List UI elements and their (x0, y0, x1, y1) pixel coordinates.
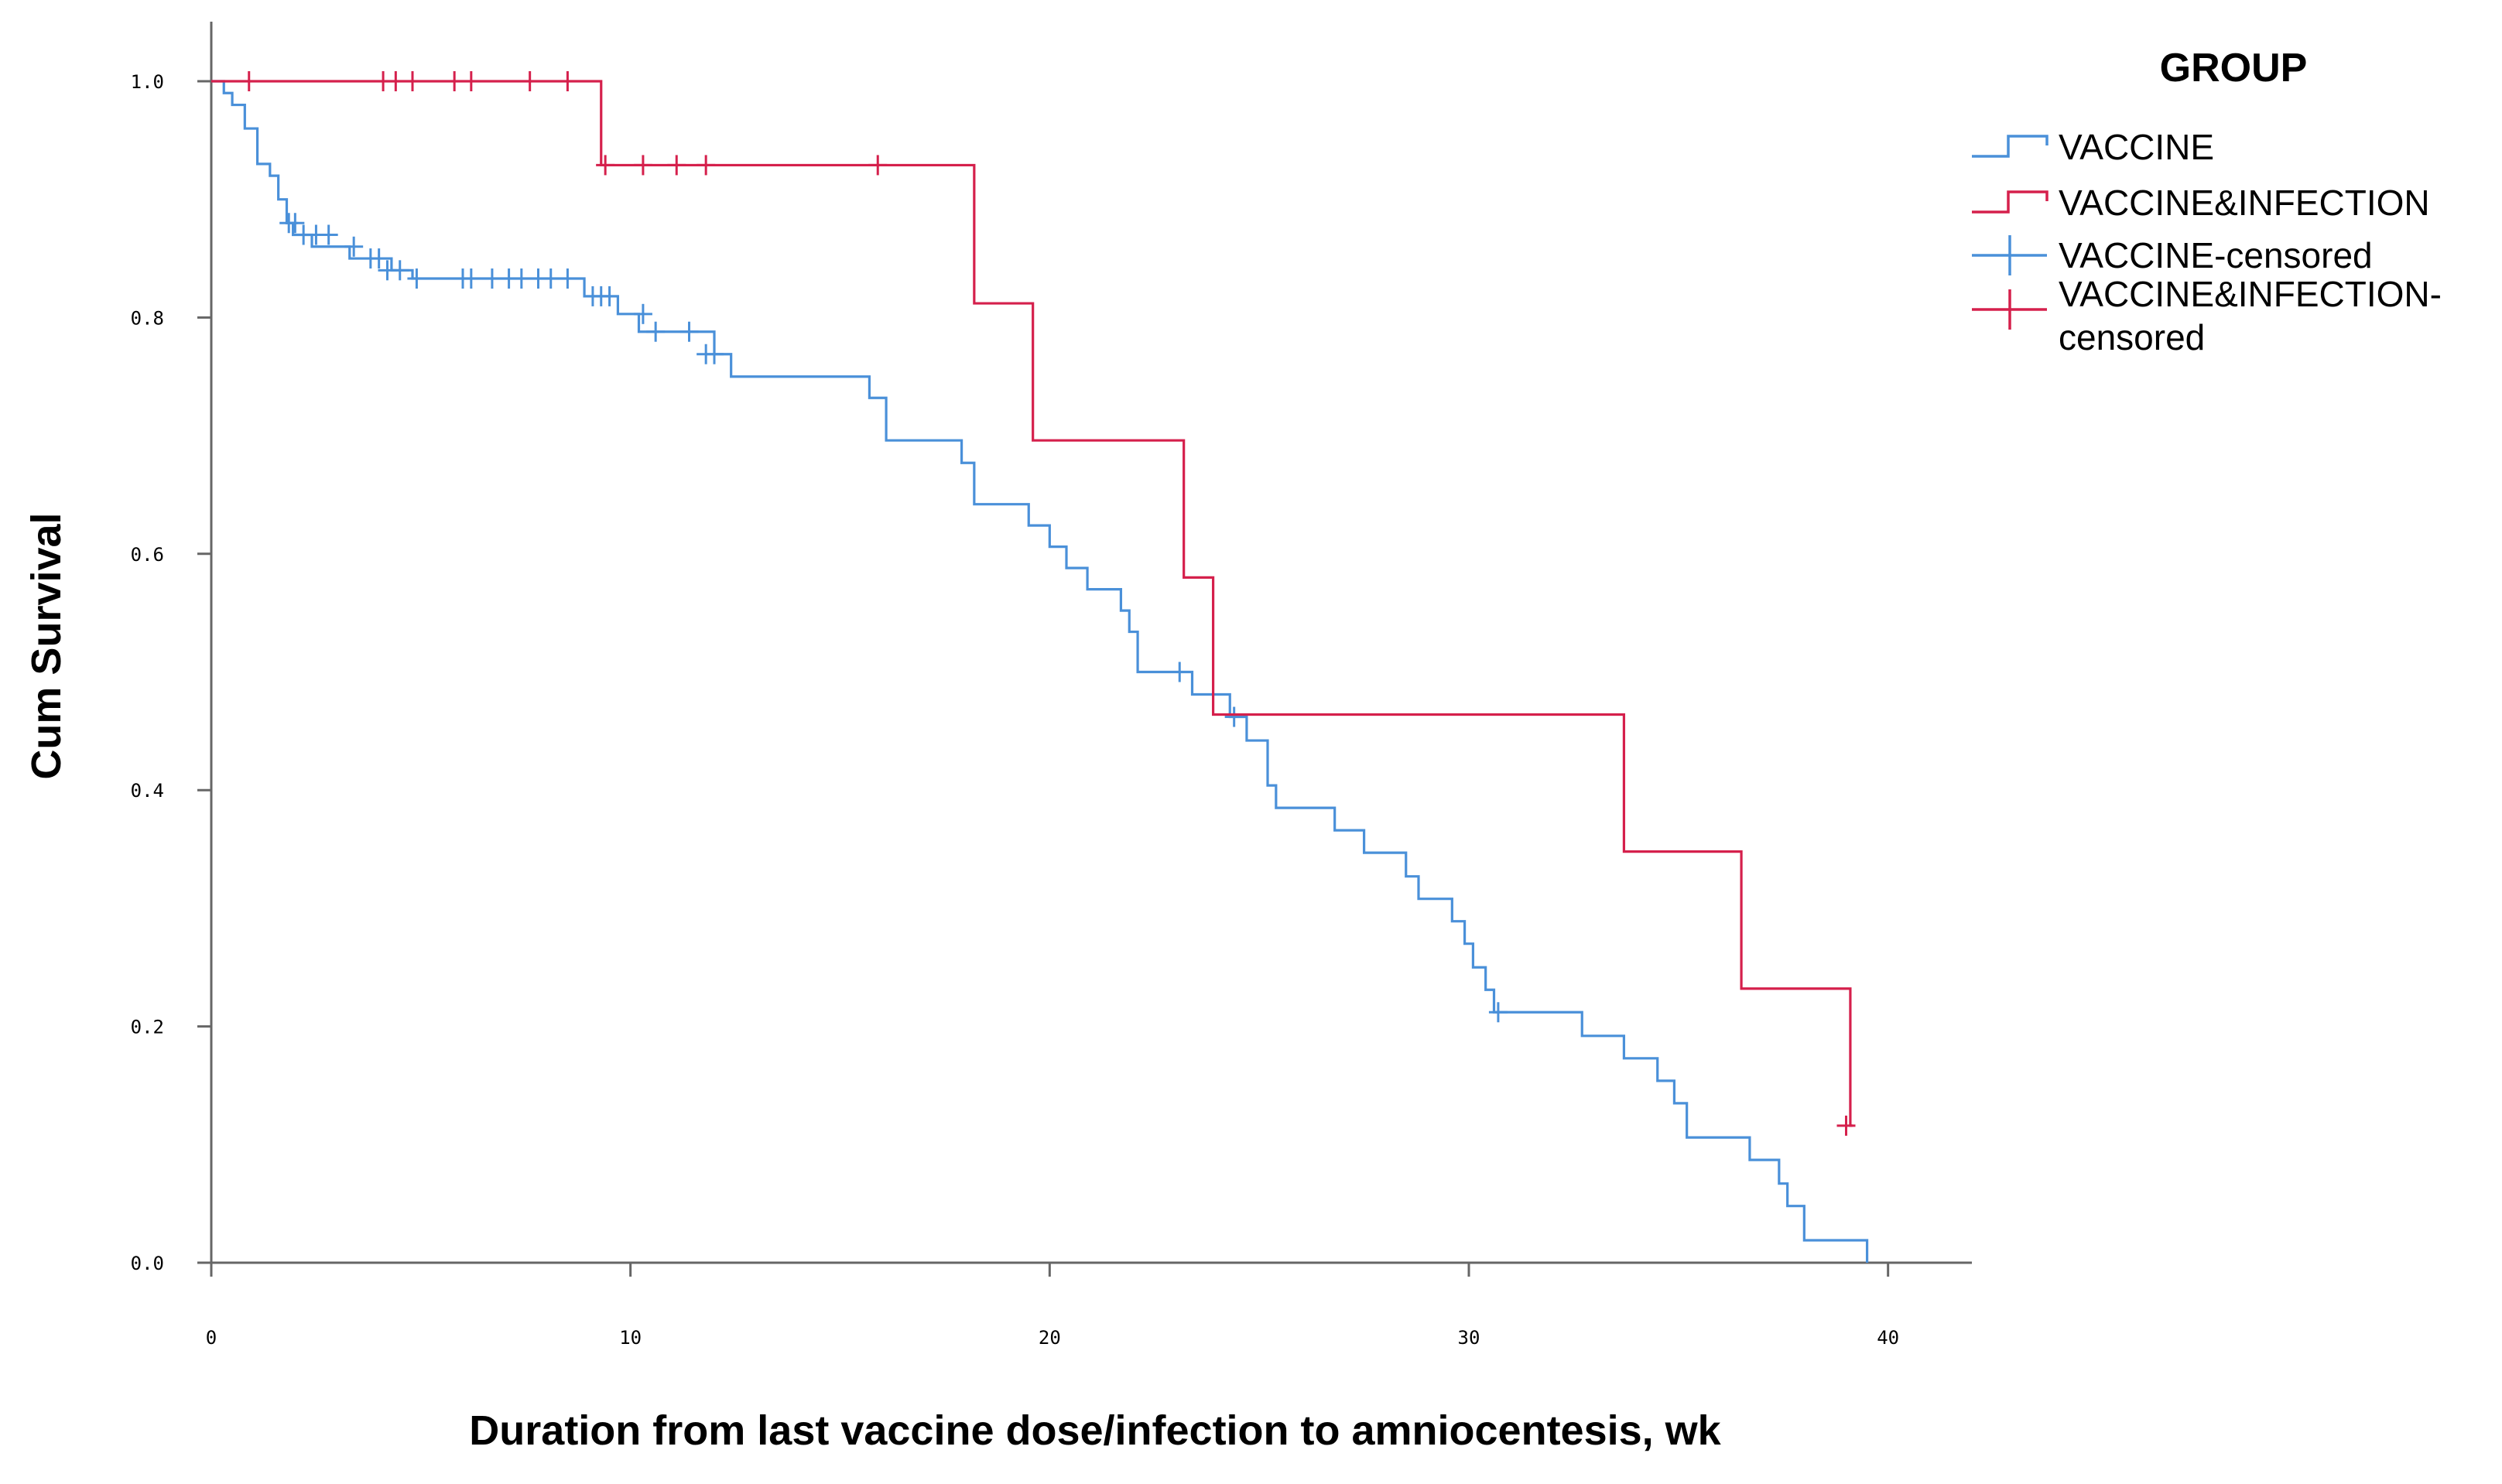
censor-mark (646, 321, 666, 342)
legend-entry: VACCINE&INFECTION-censored (1972, 274, 2442, 357)
censor-mark (319, 224, 338, 245)
censor-mark (286, 213, 305, 234)
censor-mark (558, 71, 577, 91)
y-ticks: 0.0 0.2 0.4 0.6 0.8 1.0 (131, 71, 211, 1274)
legend-title: GROUP (2160, 46, 2308, 91)
survival-curve (211, 80, 1853, 1127)
censor-mark (705, 344, 724, 364)
y-tick-label: 0.6 (131, 544, 164, 566)
y-tick-label: 0.8 (131, 307, 164, 329)
legend: GROUP VACCINE VACCINE&INFECTION VACCINE-ce… (1972, 46, 2442, 357)
censor-mark (1836, 1115, 1856, 1136)
x-tick-label: 0 (206, 1327, 217, 1349)
y-tick-label: 0.4 (131, 780, 164, 802)
x-tick-label: 30 (1458, 1327, 1480, 1349)
y-tick-label: 1.0 (131, 71, 164, 93)
legend-swatch (1972, 190, 2048, 214)
censor-mark (461, 71, 481, 91)
series-vaccine (211, 80, 1869, 1263)
legend-entry: VACCINE (1972, 127, 2214, 167)
censor-mark (667, 155, 686, 176)
censor-mark (403, 71, 422, 91)
x-tick-label: 10 (619, 1327, 642, 1349)
censor-mark (369, 248, 388, 269)
legend-label: VACCINE&INFECTION (2059, 183, 2430, 223)
censor-mark (239, 71, 258, 91)
censor-mark (541, 268, 560, 289)
survival-curve (211, 80, 1869, 1263)
legend-label-cont: censored (2059, 317, 2205, 357)
censor-mark (386, 71, 406, 91)
x-tick-label: 20 (1039, 1327, 1061, 1349)
x-axis-title: Duration from last vaccine dose/infectio… (469, 1407, 1721, 1454)
censor-mark (868, 155, 888, 176)
censor-mark (512, 268, 531, 289)
x-ticks: 0 10 20 30 40 (206, 1263, 1899, 1349)
censor-mark (633, 155, 652, 176)
legend-entry: VACCINE-censored (1972, 235, 2373, 275)
censor-mark (520, 71, 539, 91)
censor-mark (1170, 662, 1189, 682)
y-axis-title: Cum Survival (23, 512, 70, 779)
censor-mark (1488, 1002, 1508, 1023)
x-tick-label: 40 (1877, 1327, 1899, 1349)
legend-entry: VACCINE&INFECTION (1972, 183, 2430, 223)
censor-mark (558, 268, 577, 289)
censor-mark (445, 71, 464, 91)
y-tick-label: 0.2 (131, 1017, 164, 1038)
legend-swatch (1972, 135, 2048, 158)
censor-mark (600, 286, 619, 306)
censor-mark (390, 260, 409, 281)
series-vaccine-infection (211, 71, 1856, 1136)
censor-mark (482, 268, 501, 289)
legend-label: VACCINE&INFECTION- (2059, 274, 2442, 314)
censor-mark (596, 155, 615, 176)
legend-label: VACCINE (2059, 127, 2214, 167)
axes (210, 22, 1972, 1264)
censor-mark (679, 321, 699, 342)
censor-mark (461, 268, 481, 289)
censor-mark (344, 236, 364, 257)
legend-label: VACCINE-censored (2059, 235, 2373, 275)
censor-mark (1224, 706, 1244, 727)
censor-mark (407, 268, 426, 289)
censor-mark (697, 155, 716, 176)
series-layer (211, 71, 1869, 1263)
censor-mark (633, 303, 652, 324)
y-tick-label: 0.0 (131, 1253, 164, 1274)
